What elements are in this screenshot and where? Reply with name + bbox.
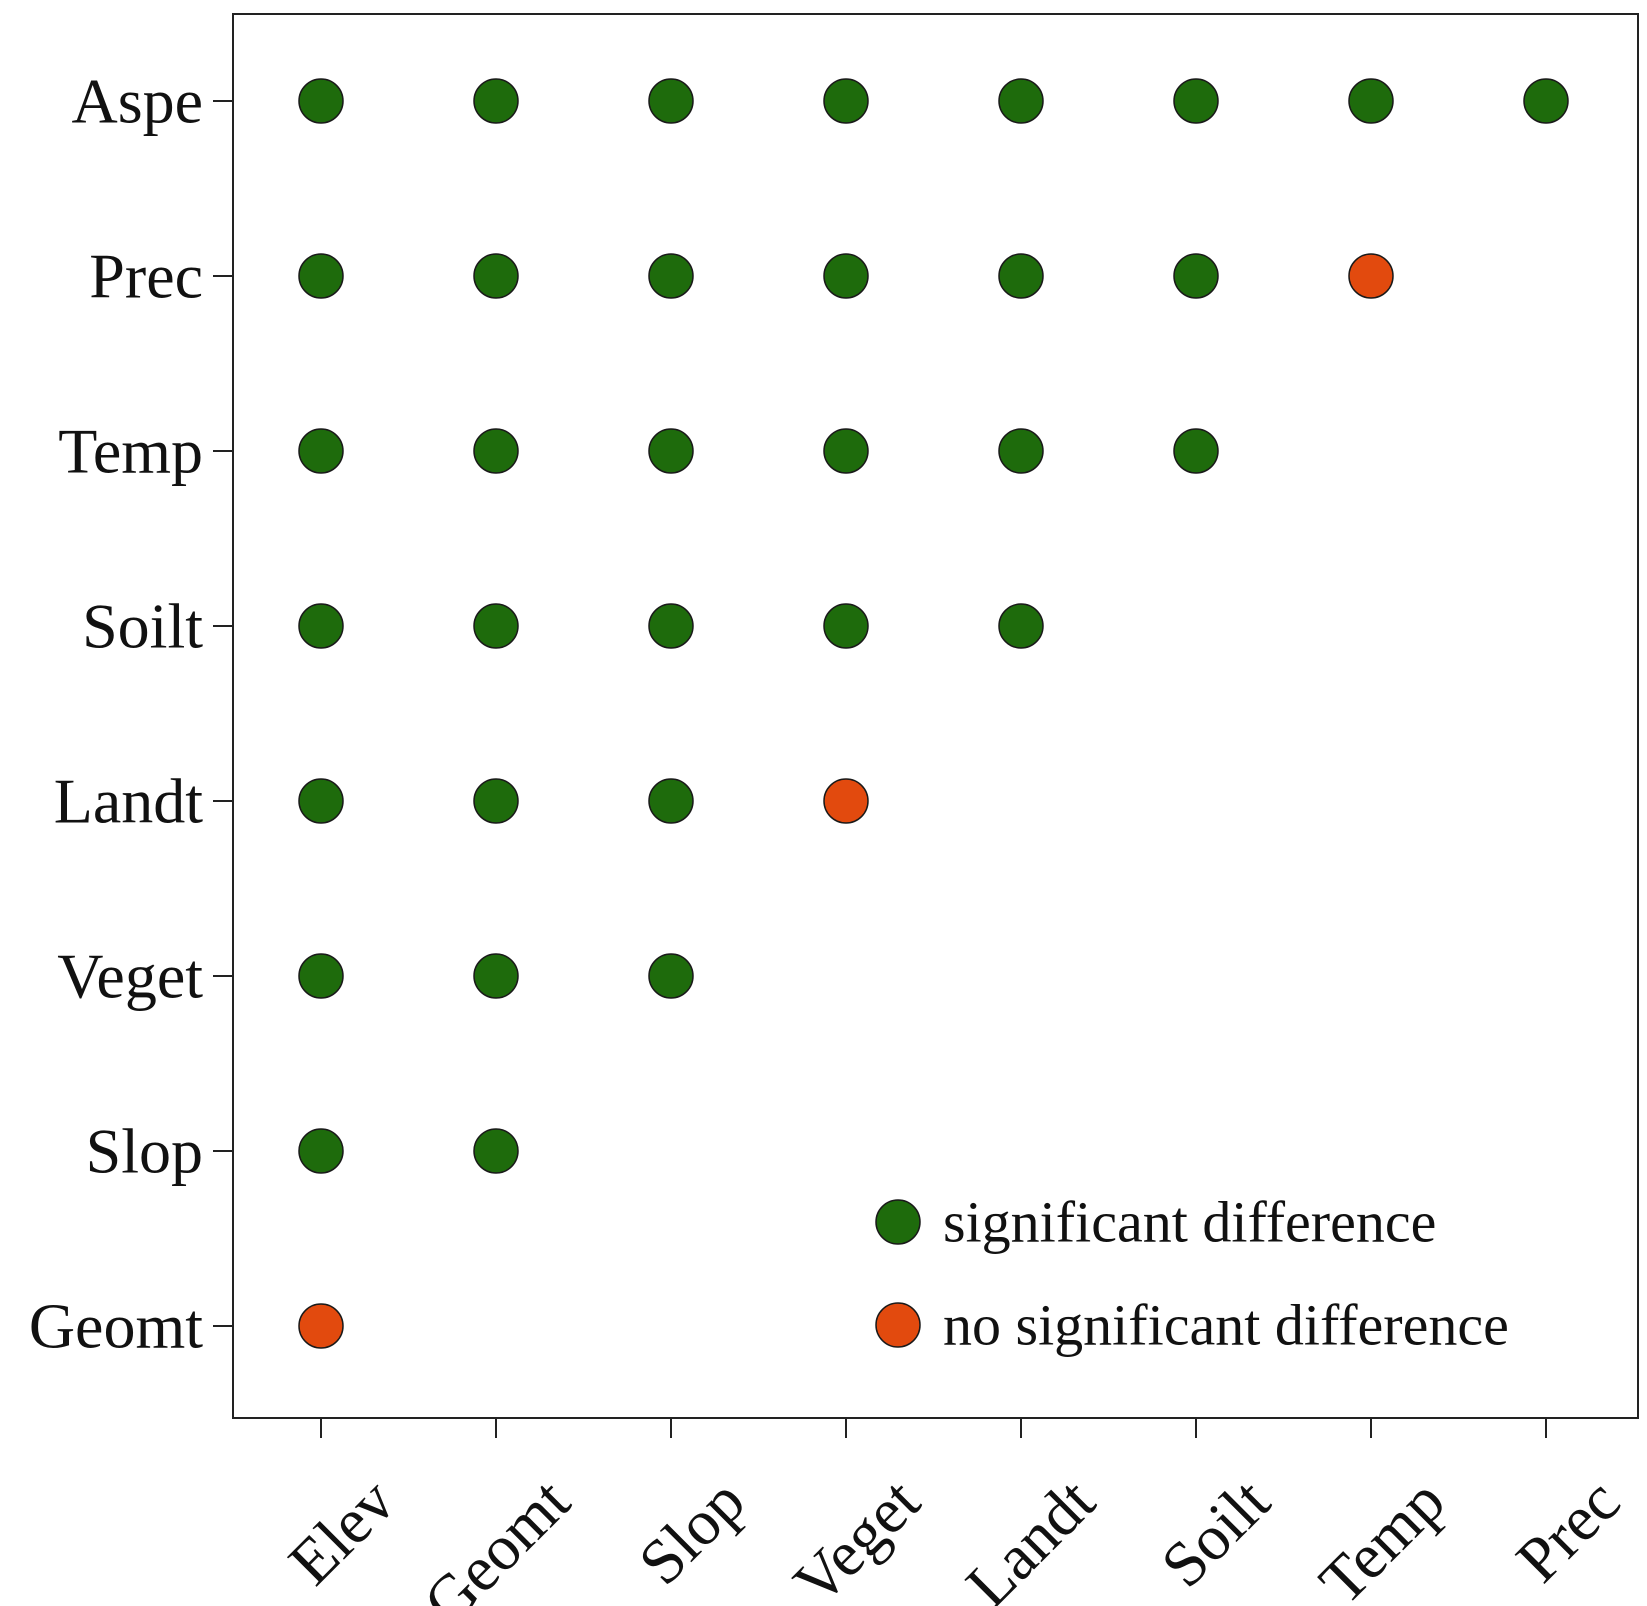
dot-significant: [473, 603, 519, 649]
dot-significant: [823, 428, 869, 474]
dot-significant: [823, 253, 869, 299]
dot-significant: [648, 253, 694, 299]
y-tick-label: Slop: [86, 1116, 203, 1187]
x-tick-label: Landt: [952, 1465, 1108, 1606]
dot-significant: [298, 778, 344, 824]
dot-significant: [1173, 78, 1219, 124]
y-tick-label: Soilt: [82, 591, 203, 662]
dot-significant: [1173, 253, 1219, 299]
y-tick-label: Geomt: [29, 1291, 203, 1362]
dot-not-significant: [823, 778, 869, 824]
dot-significant: [648, 778, 694, 824]
y-tick-label: Temp: [58, 416, 203, 487]
dot-not-significant: [1348, 253, 1394, 299]
y-tick-label: Veget: [57, 941, 203, 1012]
x-tick-label: Geomt: [410, 1465, 584, 1606]
dot-significant: [648, 603, 694, 649]
dot-significant: [998, 428, 1044, 474]
dot-significant: [298, 78, 344, 124]
dot-significant: [298, 953, 344, 999]
dot-significant: [823, 603, 869, 649]
y-tick-label: Prec: [89, 241, 203, 312]
x-tick-label: Slop: [625, 1465, 758, 1598]
dot-significant: [1348, 78, 1394, 124]
x-axis-ticks: Elev Geomt Slop Veget Landt Soilt Temp Prec: [275, 1418, 1633, 1606]
legend-label-not-significant: no significant difference: [943, 1293, 1509, 1358]
dot-significant: [998, 603, 1044, 649]
dot-significant: [298, 253, 344, 299]
dot-significant: [473, 953, 519, 999]
y-axis-ticks: Geomt Slop Veget Landt Soilt Temp Prec Aspe: [29, 66, 233, 1362]
dot-significant: [473, 1128, 519, 1174]
dot-significant: [298, 1128, 344, 1174]
dot-significant: [998, 78, 1044, 124]
dot-significant: [473, 253, 519, 299]
dot-significant: [298, 603, 344, 649]
dot-significant: [648, 428, 694, 474]
x-tick-label: Soilt: [1147, 1465, 1283, 1601]
dot-significant: [648, 78, 694, 124]
x-tick-label: Prec: [1503, 1465, 1634, 1596]
dot-significant: [473, 778, 519, 824]
dot-significant: [998, 253, 1044, 299]
x-tick-label: Elev: [275, 1465, 408, 1598]
y-tick-label: Aspe: [71, 66, 203, 137]
dot-significant: [648, 953, 694, 999]
dot-significant: [298, 428, 344, 474]
legend-marker-significant: [875, 1199, 921, 1245]
y-tick-label: Landt: [54, 766, 204, 837]
legend-marker-not-significant: [875, 1302, 921, 1348]
axes: [232, 13, 1639, 1419]
dot-significant: [473, 428, 519, 474]
dot-significant: [473, 78, 519, 124]
x-tick-label: Veget: [780, 1465, 933, 1606]
legend: significant difference no significant dif…: [875, 1190, 1509, 1358]
x-tick-label: Temp: [1306, 1465, 1459, 1606]
dot-significant: [1173, 428, 1219, 474]
dot-not-significant: [298, 1303, 344, 1349]
data-points: [298, 78, 1569, 1349]
legend-label-significant: significant difference: [943, 1190, 1436, 1255]
dot-significant: [823, 78, 869, 124]
dot-significant: [1523, 78, 1569, 124]
plot-frame: [232, 13, 1639, 1419]
